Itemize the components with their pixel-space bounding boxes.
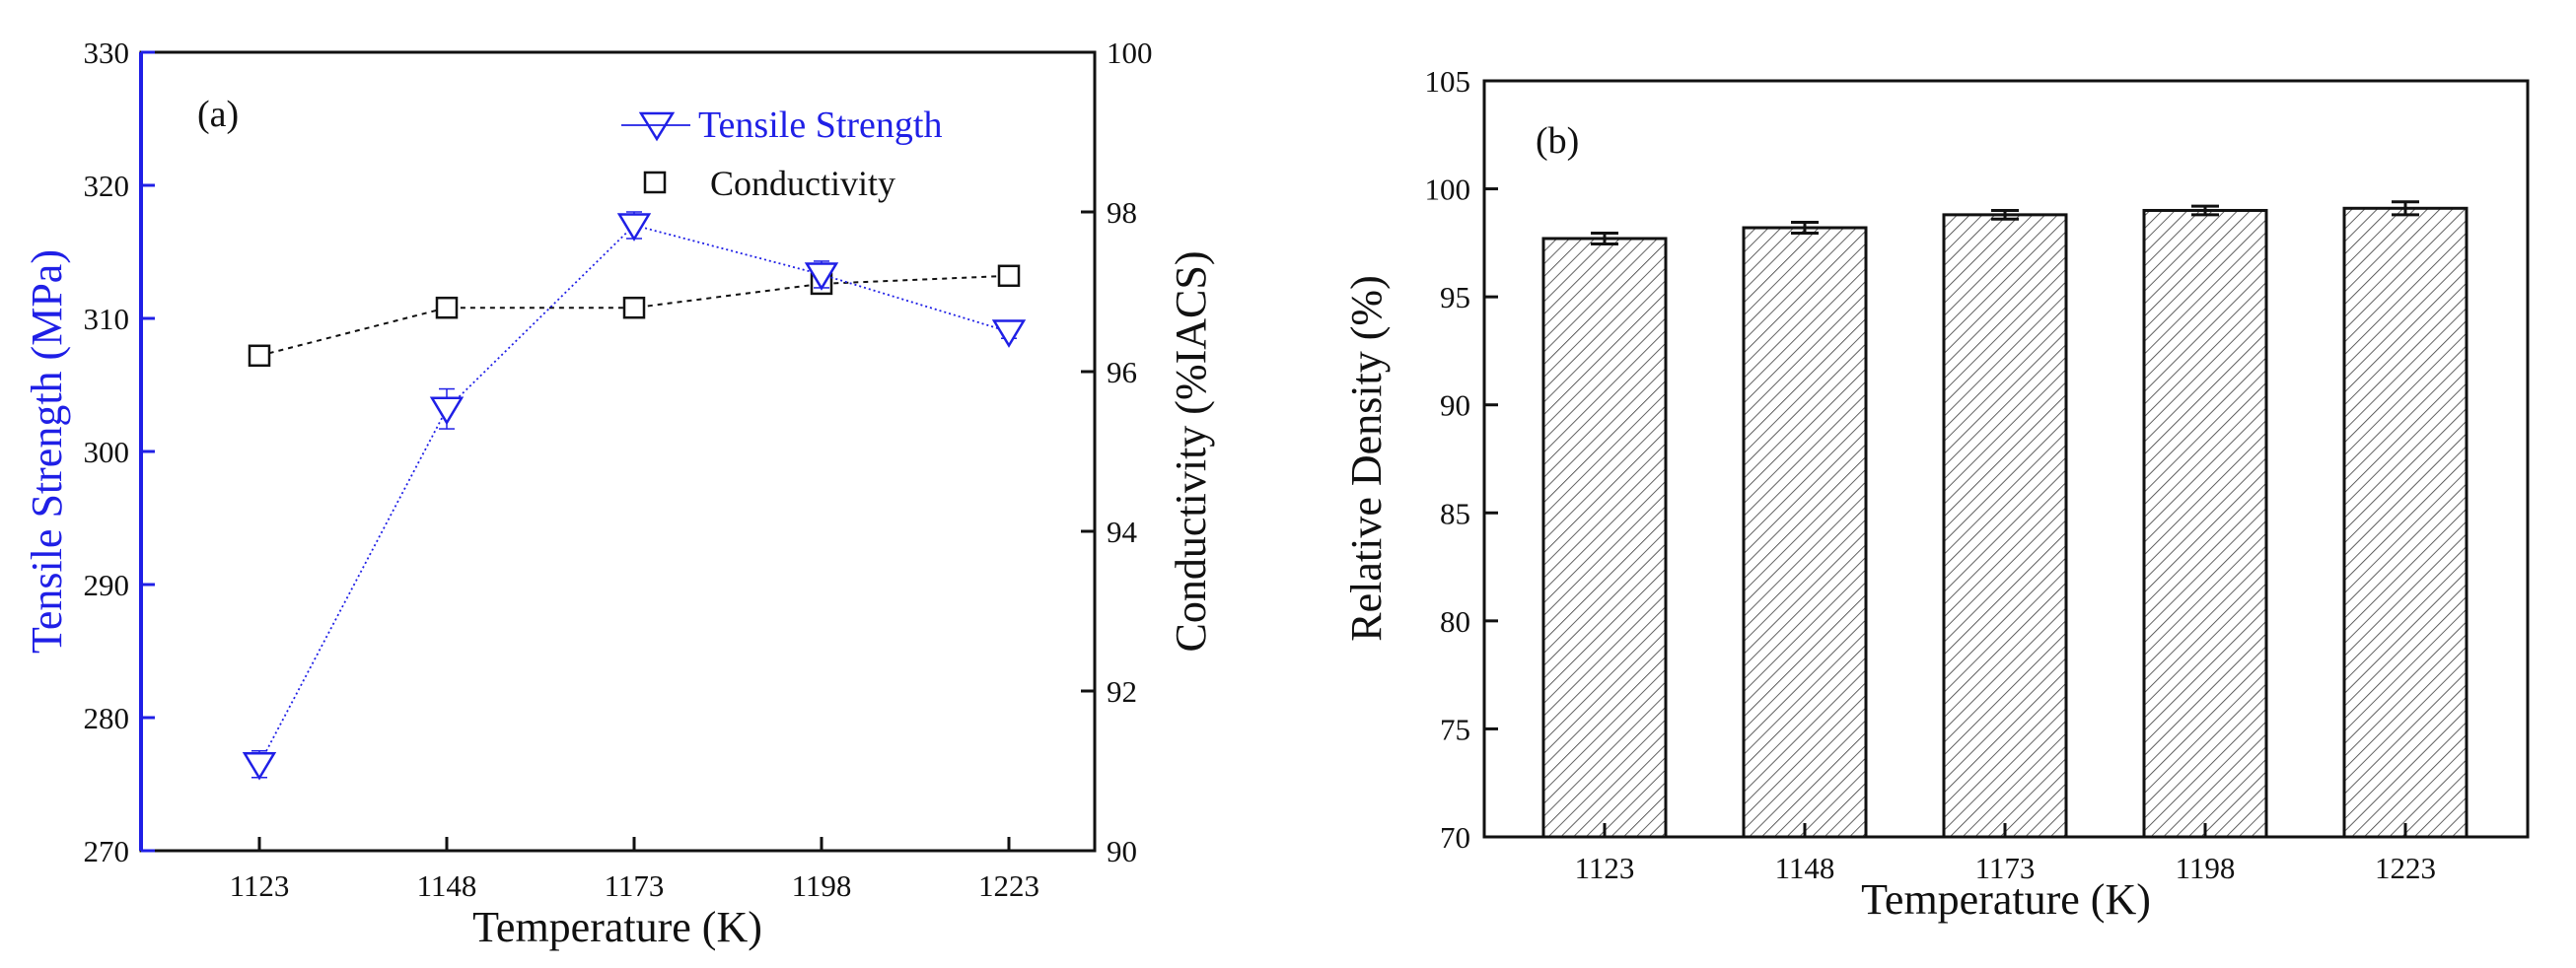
x-tick-label: 1148 [417, 868, 477, 903]
right-tick-label: 98 [1107, 195, 1137, 230]
right-axis-title: Conductivity (%IACS) [1167, 251, 1215, 653]
legend-conductivity-marker [643, 171, 667, 194]
legend-a: Tensile Strength Conductivity [621, 104, 942, 203]
x-tick-label-b: 1198 [2176, 851, 2236, 885]
right-tick-label: 90 [1107, 834, 1137, 868]
x-tick-label-b: 1223 [2375, 851, 2436, 885]
panel-label-a: (a) [197, 94, 239, 135]
x-tick-label: 1173 [605, 868, 665, 903]
y-tick-label-b: 90 [1440, 388, 1470, 423]
tensile-strength-marker [616, 213, 652, 242]
left-tick-label: 270 [84, 834, 130, 868]
legend-conductivity-label: Conductivity [710, 164, 895, 203]
conductivity-series [248, 264, 1021, 368]
right-tick-label: 94 [1107, 515, 1138, 549]
y-tick-label-b: 100 [1425, 173, 1471, 207]
legend-tensile-marker [638, 111, 676, 142]
y-tick-label-b: 70 [1440, 820, 1470, 855]
x-tick-label-b: 1123 [1575, 851, 1635, 885]
y-tick-label-b: 105 [1425, 64, 1471, 99]
conductivity-marker [435, 296, 459, 319]
y-axis-title-b: Relative Density (%) [1342, 275, 1391, 641]
tensile-strength-line [258, 224, 1010, 765]
density-bar [2342, 206, 2469, 839]
right-tick-label: 96 [1107, 355, 1137, 389]
tensile-strength-marker [242, 752, 277, 781]
left-axis-title: Tensile Strength (MPa) [23, 249, 71, 654]
x-tick-label-b: 1148 [1775, 851, 1835, 885]
conductivity-marker [248, 344, 271, 368]
panel-label-b: (b) [1536, 120, 1579, 162]
tensile-strength-marker [804, 262, 839, 291]
legend-tensile-label: Tensile Strength [698, 104, 942, 146]
x-axis-title-b: Temperature (K) [1861, 875, 2151, 924]
y-axis-ticks-b: 70 75 80 85 90 95 100 105 [1425, 64, 1498, 855]
right-tick-label: 92 [1107, 674, 1137, 709]
density-bar [2142, 208, 2268, 839]
x-tick-label-b: 1173 [1975, 851, 2036, 885]
density-bar [1942, 213, 2068, 839]
tensile-strength-series [242, 211, 1027, 781]
conductivity-line [258, 274, 1010, 357]
left-tick-label: 280 [84, 701, 130, 735]
tensile-strength-marker [991, 319, 1027, 348]
right-tick-label: 100 [1107, 35, 1153, 70]
x-axis-ticks-b: 1123 1148 1173 1198 1223 [1575, 823, 2436, 885]
x-tick-label: 1223 [978, 868, 1039, 903]
conductivity-marker [622, 296, 646, 319]
y-tick-label-b: 85 [1440, 496, 1470, 530]
x-axis-ticks-a: 1123 1148 1173 1198 1223 [230, 837, 1039, 903]
density-bar [1541, 237, 1668, 839]
y-tick-label-b: 80 [1440, 604, 1470, 639]
y-tick-label-b: 75 [1440, 712, 1470, 746]
right-axis-ticks: 90 92 94 96 98 100 [1081, 35, 1153, 868]
left-tick-label: 320 [84, 169, 130, 203]
conductivity-marker [997, 264, 1021, 288]
plot-frame-a [139, 50, 1097, 853]
y-tick-label-b: 95 [1440, 280, 1470, 314]
left-tick-label: 290 [84, 568, 130, 602]
x-axis-title-a: Temperature (K) [472, 903, 762, 951]
density-bar [1742, 226, 1868, 839]
left-tick-label: 330 [84, 35, 130, 70]
bars [1541, 200, 2469, 839]
left-tick-label: 310 [84, 302, 130, 336]
left-tick-label: 300 [84, 435, 130, 469]
left-axis-ticks: 270 280 290 300 310 320 330 [84, 35, 155, 868]
x-tick-label: 1198 [792, 868, 852, 903]
x-tick-label: 1123 [230, 868, 290, 903]
chart-panel-a: 270 280 290 300 310 320 330 90 92 94 96 98 100 1123… [23, 35, 1215, 951]
tensile-strength-marker [429, 396, 465, 426]
